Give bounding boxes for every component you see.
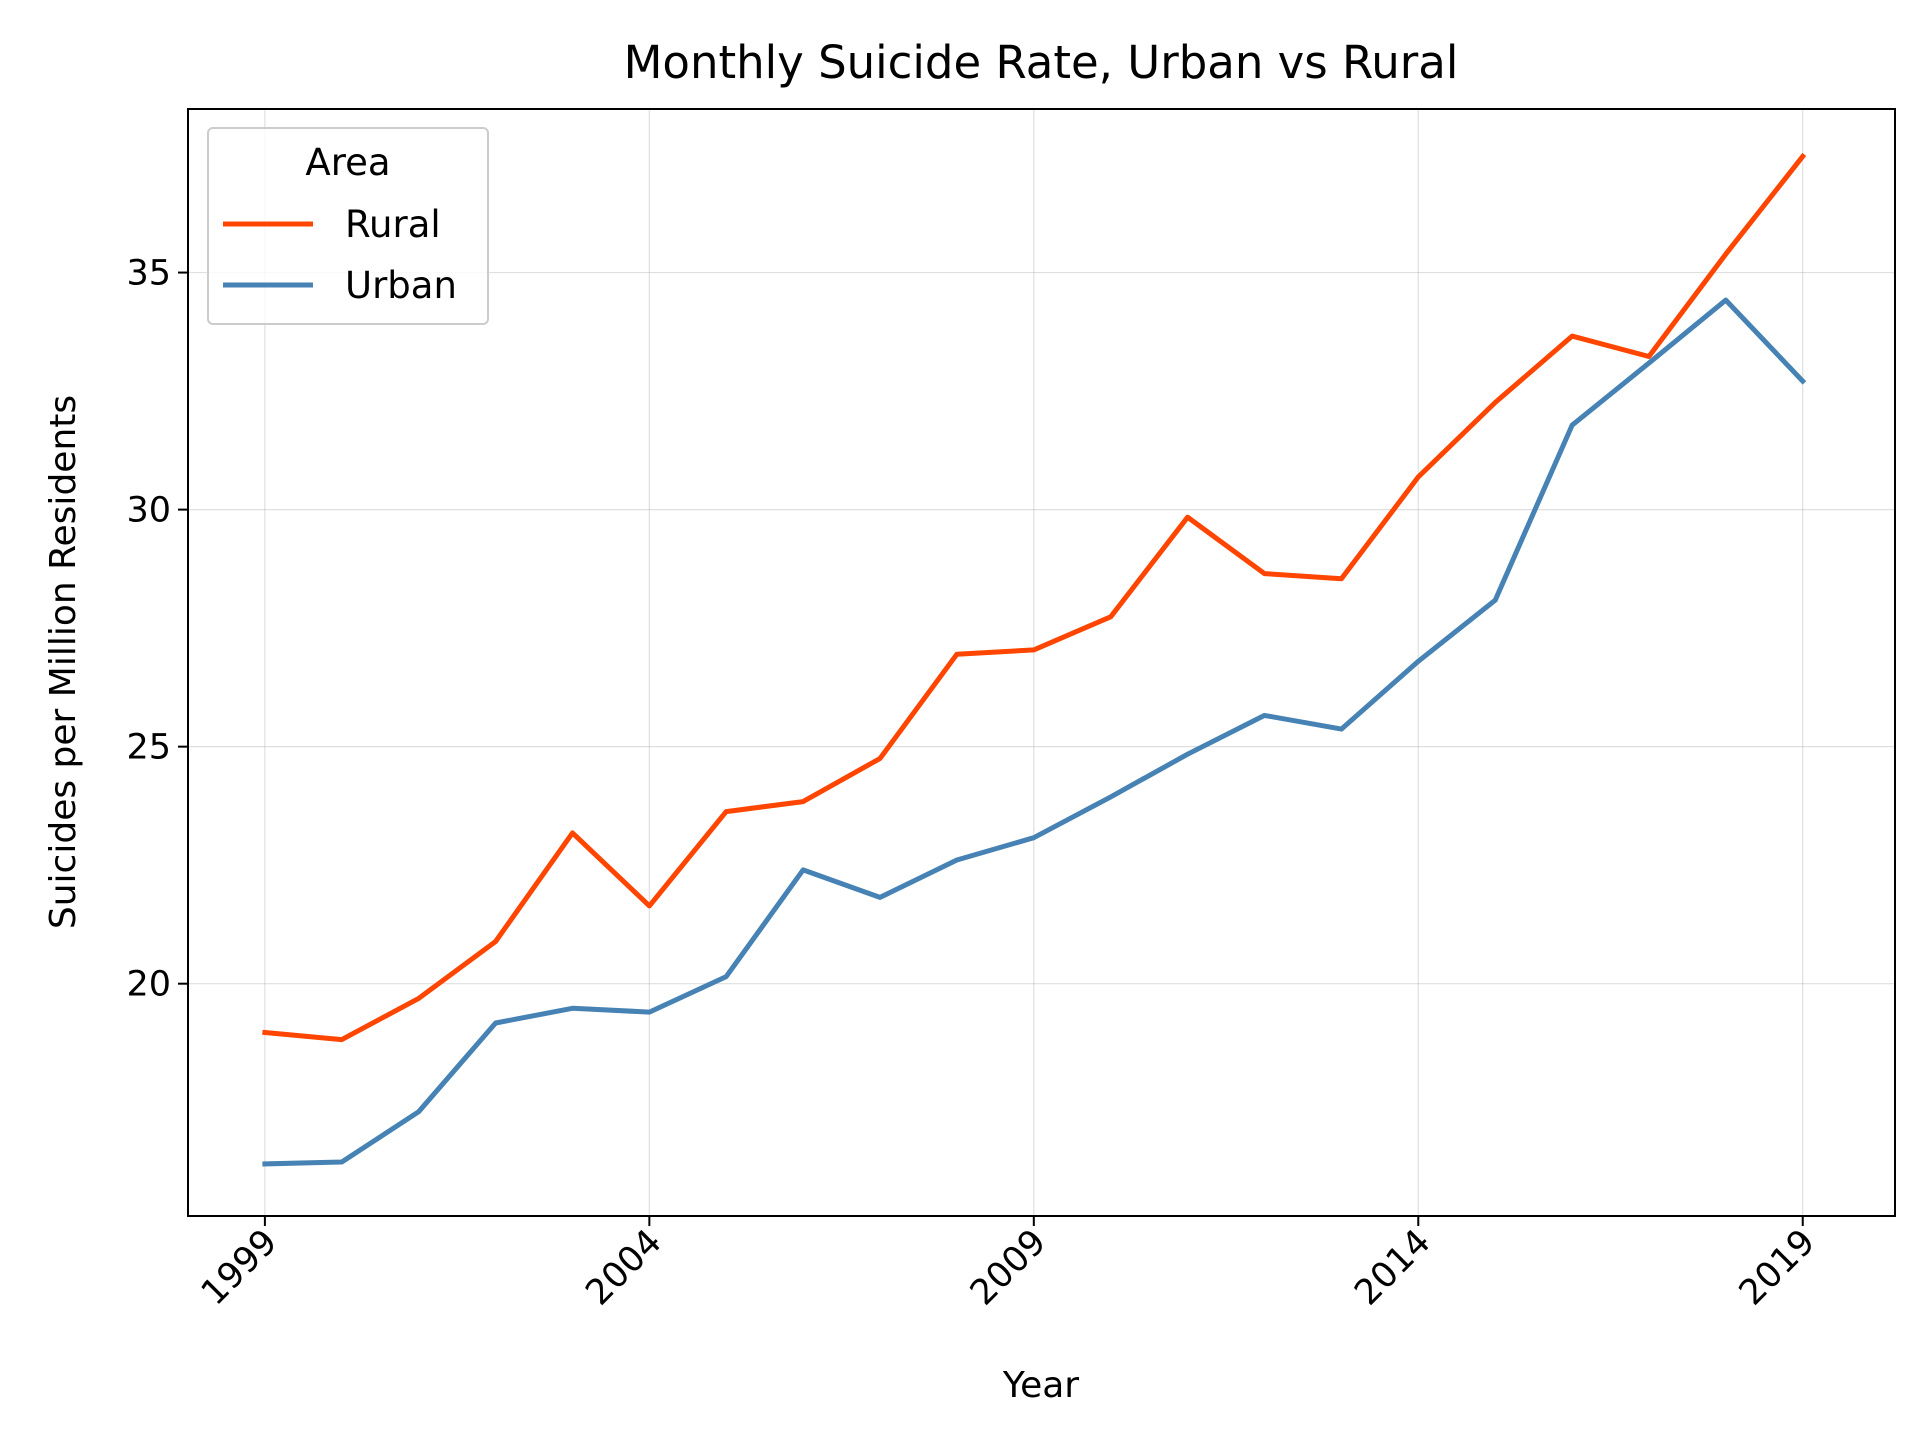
chart-title: Monthly Suicide Rate, Urban vs Rural [624,36,1459,89]
legend-label-urban: Urban [345,264,457,307]
x-tick-label: 2019 [1732,1222,1823,1313]
legend: Area Rural Urban [207,127,489,325]
x-tick-label: 2014 [1347,1222,1438,1313]
x-axis-label: Year [1002,1365,1079,1406]
y-axis-label: Suicides per Million Residents [43,395,84,929]
x-tick-label: 1999 [194,1222,285,1313]
axis-ticks: 1999 2004 2009 2014 2019 20 25 30 35 [126,254,1823,1314]
grid [188,109,1895,1216]
series-line-urban [262,297,1807,1167]
series-line-rural [262,152,1807,1043]
legend-title: Area [305,141,390,184]
plot-area-frame [187,108,1896,1217]
legend-label-rural: Rural [345,203,441,246]
y-tick-label: 30 [126,491,171,531]
x-tick-label: 2004 [578,1222,669,1313]
y-tick-label: 25 [126,728,171,768]
y-tick-label: 35 [126,254,171,294]
series-lines [262,152,1807,1167]
legend-box [207,127,489,325]
x-tick-label: 2009 [963,1222,1054,1313]
y-tick-label: 20 [126,965,171,1005]
